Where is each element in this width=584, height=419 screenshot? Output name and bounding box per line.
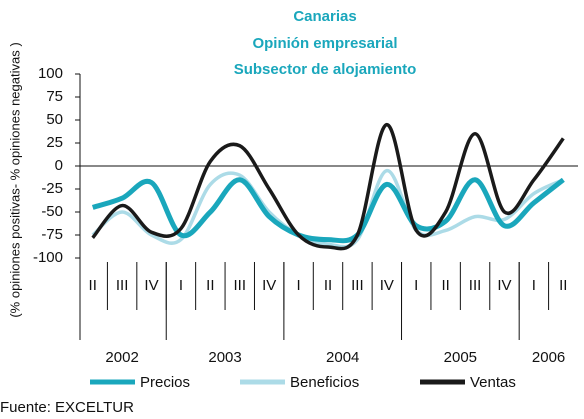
source: Fuente: EXCELTUR (0, 399, 134, 416)
x-group-label: 2003 (208, 349, 241, 366)
y-tick-label: -25 (41, 180, 63, 197)
legend-label: Ventas (470, 374, 516, 391)
y-tick-label: 50 (46, 111, 63, 128)
x-tick-label: I (414, 277, 418, 294)
x-tick-label: I (179, 277, 183, 294)
chart-title: Opinión empresarial (252, 35, 397, 52)
y-tick-label: -100 (33, 249, 63, 266)
y-tick-label: 75 (46, 88, 63, 105)
legend-label: Precios (140, 374, 190, 391)
x-tick-label: III (116, 277, 129, 294)
x-tick-label: IV (144, 277, 158, 294)
x-tick-label: I (532, 277, 536, 294)
y-tick-label: 100 (38, 65, 63, 82)
x-tick-label: II (89, 277, 97, 294)
x-tick-label: II (441, 277, 449, 294)
x-tick-label: II (559, 277, 567, 294)
x-tick-label: IV (262, 277, 276, 294)
x-group-label: 2002 (105, 349, 138, 366)
x-tick-label: II (324, 277, 332, 294)
chart-title: Canarias (293, 8, 356, 25)
line-series (91, 168, 565, 249)
x-tick-label: III (469, 277, 482, 294)
y-tick-label: 25 (46, 134, 63, 151)
x-tick-label: II (206, 277, 214, 294)
y-tick-label: -75 (41, 226, 63, 243)
chart-title: Subsector de alojamiento (234, 61, 417, 78)
y-axis-label: (% opiniones positivas- % opiniones nega… (7, 42, 22, 317)
x-tick-label: IV (380, 277, 394, 294)
x-tick-label: III (351, 277, 364, 294)
line-series (91, 122, 565, 251)
x-group-label: 2004 (326, 349, 359, 366)
y-tick-label: 0 (55, 157, 63, 174)
legend-label: Beneficios (290, 374, 359, 391)
x-tick-label: IV (497, 277, 511, 294)
x-tick-label: III (234, 277, 247, 294)
x-tick-label: I (297, 277, 301, 294)
x-group-label: 2005 (444, 349, 477, 366)
y-tick-label: -50 (41, 203, 63, 220)
x-group-label: 2006 (532, 349, 565, 366)
line-series (91, 177, 565, 244)
